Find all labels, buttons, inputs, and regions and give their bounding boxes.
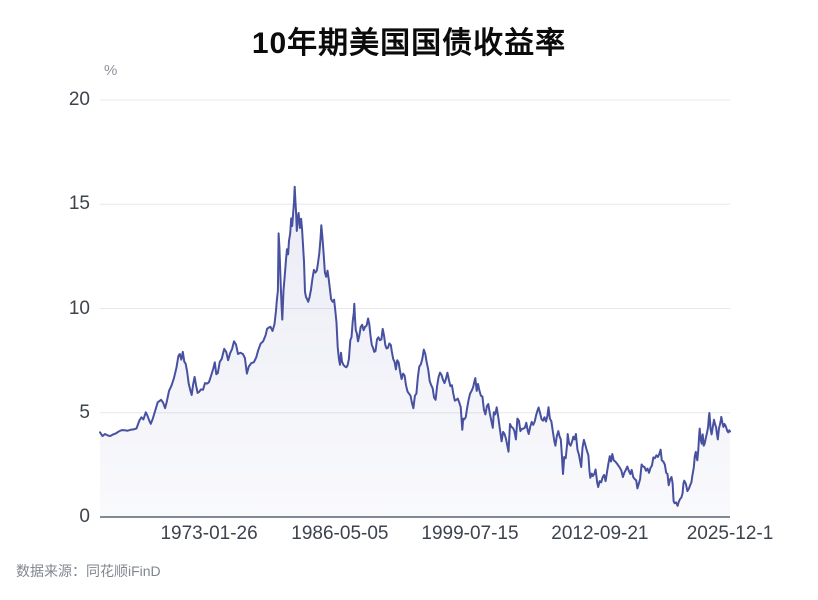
x-tick-label: 2012-09-21 [551,523,649,544]
x-tick-label: 2025-12-1 [686,523,774,544]
chart-title: 10年期美国国债收益率 [251,27,567,60]
data-source-note: 数据来源：同花顺iFinD [16,563,161,579]
y-tick-label: 15 [68,193,90,215]
y-tick-label: 5 [79,401,90,423]
x-tick-label: 1999-07-15 [421,523,519,544]
y-tick-label: 20 [68,89,90,110]
y-axis-unit-label: % [104,62,118,79]
x-tick-label: 1986-05-05 [291,523,389,544]
y-tick-label: 10 [68,297,90,319]
x-tick-label: 1973-01-26 [160,523,258,544]
y-tick-label: 0 [79,506,90,527]
